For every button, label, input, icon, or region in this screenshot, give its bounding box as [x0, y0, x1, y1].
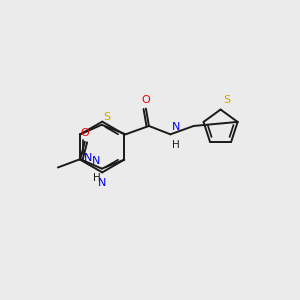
Text: S: S: [223, 95, 230, 105]
Text: N: N: [92, 156, 100, 166]
Text: H: H: [93, 173, 100, 183]
Text: O: O: [142, 95, 150, 105]
Text: H: H: [172, 140, 179, 150]
Text: N: N: [172, 122, 180, 132]
Text: N: N: [84, 153, 92, 163]
Text: O: O: [80, 128, 89, 138]
Text: S: S: [103, 112, 110, 122]
Text: N: N: [98, 178, 106, 188]
